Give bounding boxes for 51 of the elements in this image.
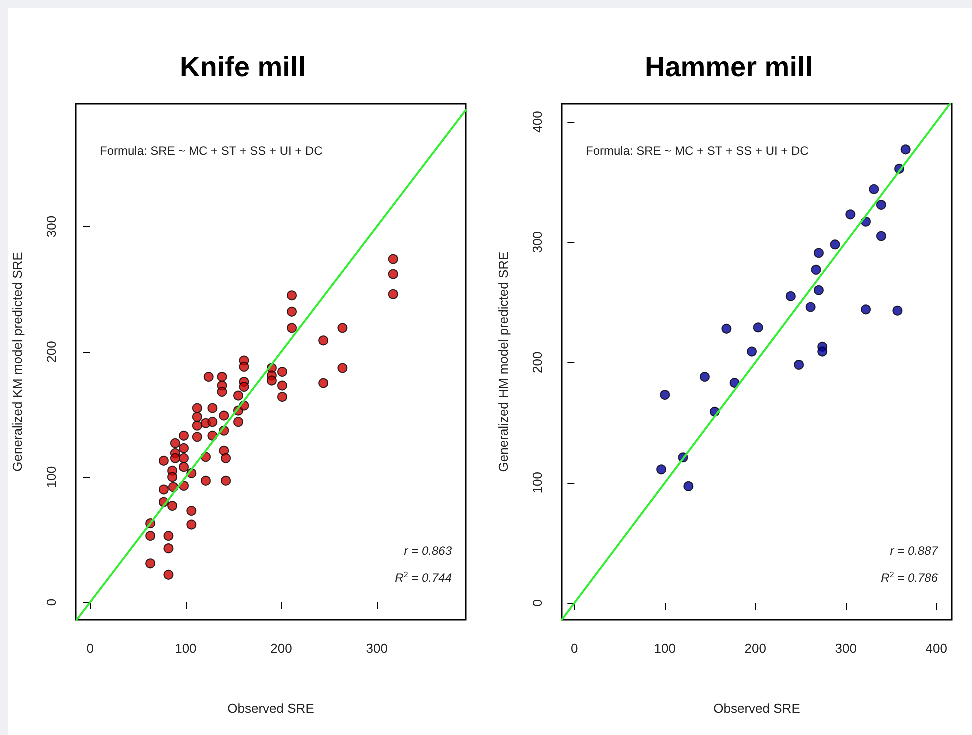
annotation: Formula: SRE ~ MC + ST + SS + UI + DC [100, 144, 324, 158]
point [722, 324, 732, 334]
y-axis-title: Generalized KM model predicted SRE [10, 252, 25, 472]
point [876, 200, 886, 210]
y-tick-label: 400 [530, 111, 545, 133]
point [900, 144, 911, 155]
point [660, 390, 670, 400]
y-tick-label: 0 [44, 598, 59, 606]
point [892, 306, 903, 316]
x-tick-label: 400 [926, 641, 948, 656]
x-tick-label: 0 [571, 641, 578, 656]
x-axis-title: Observed SRE [228, 701, 315, 716]
point [814, 285, 824, 296]
point [846, 210, 856, 220]
point [684, 481, 694, 492]
y-tick-label: 100 [44, 466, 59, 488]
point [656, 464, 667, 475]
x-tick-label: 200 [270, 641, 292, 656]
annotation: r = 0.887 [890, 544, 940, 558]
y-tick-label: 0 [530, 600, 545, 607]
x-tick-label: 100 [654, 641, 676, 656]
x-tick-label: 200 [744, 641, 766, 656]
point [830, 240, 840, 250]
y-tick-label: 200 [44, 341, 59, 363]
point [806, 302, 816, 312]
point [861, 304, 872, 315]
point [876, 231, 886, 242]
point [869, 184, 880, 194]
y-axis-title: Generalized HM model predicted SRE [496, 251, 511, 472]
y-tick-label: 200 [530, 352, 545, 374]
point [753, 322, 764, 333]
x-axis-title: Observed SRE [714, 701, 801, 716]
annotation: Formula: SRE ~ MC + ST + SS + UI + DC [586, 144, 810, 158]
annotation: r = 0.863 [404, 544, 452, 558]
point [818, 346, 828, 357]
x-tick-label: 300 [835, 641, 857, 656]
y-tick-label: 100 [530, 472, 545, 494]
x-tick-label: 300 [366, 641, 388, 656]
point [811, 264, 822, 275]
chart-title: Hammer mill [644, 52, 814, 82]
y-tick-label: 300 [44, 216, 59, 238]
x-tick-label: 100 [175, 641, 197, 656]
point [786, 291, 796, 302]
x-tick-label: 0 [86, 641, 94, 656]
point [700, 372, 710, 382]
point [814, 248, 824, 258]
point [730, 378, 740, 388]
point [747, 346, 758, 357]
chart-title: Knife mill [180, 52, 306, 82]
y-tick-label: 300 [530, 231, 545, 254]
point [794, 360, 804, 370]
